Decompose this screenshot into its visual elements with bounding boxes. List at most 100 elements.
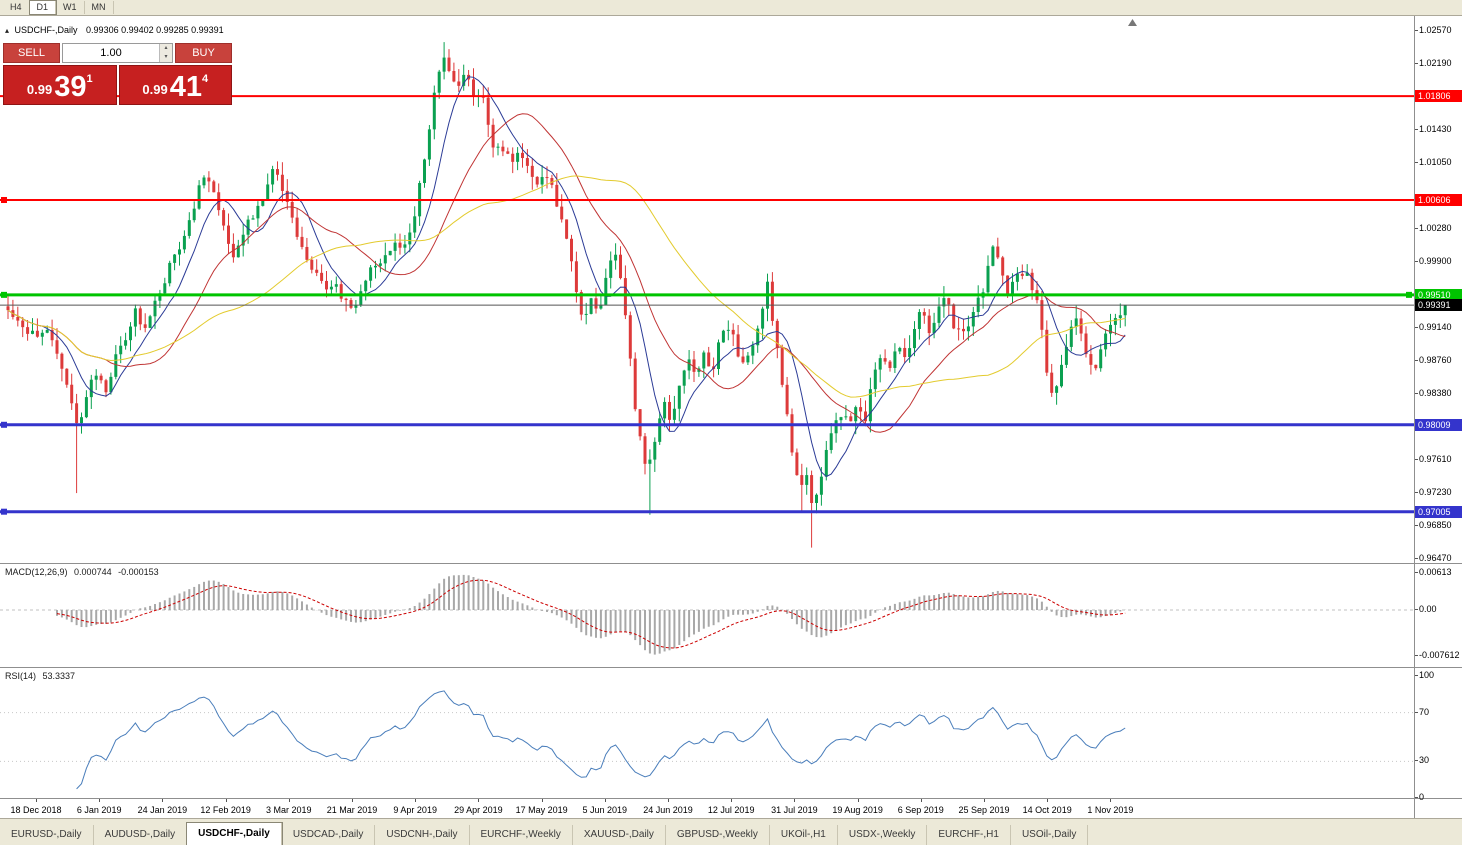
- price-axis-label: 1.01050: [1419, 156, 1452, 167]
- volume-spinner: ▴ ▾: [159, 44, 172, 62]
- date-axis-tick: [984, 799, 985, 802]
- sell-price-prefix: 0.99: [26, 82, 53, 97]
- macd-indicator-panel[interactable]: MACD(12,26,9) 0.000744 -0.000153: [0, 563, 1414, 667]
- macd-title: MACD(12,26,9) 0.000744 -0.000153: [5, 567, 159, 577]
- timeframe-button-h4[interactable]: H4: [3, 1, 30, 14]
- chart-tab-usdxweekly[interactable]: USDX-,Weekly: [838, 825, 928, 845]
- price-axis-tick: [1415, 525, 1418, 527]
- price-axis-label: 1.01430: [1419, 123, 1452, 134]
- volume-down-icon[interactable]: ▾: [160, 53, 172, 62]
- chart-tab-bar: EURUSD-,Daily AUDUSD-,Daily USDCHF-,Daily U…: [0, 818, 1462, 845]
- collapse-chart-icon[interactable]: ▴: [5, 26, 10, 35]
- date-axis-label: 25 Sep 2019: [958, 805, 1010, 815]
- timeframe-button-d1[interactable]: D1: [28, 0, 58, 15]
- sell-button[interactable]: SELL: [3, 43, 60, 63]
- price-axis-label: 0.97610: [1419, 454, 1452, 465]
- rsi-value: 53.3337: [42, 671, 76, 681]
- rsi-plot[interactable]: [0, 668, 1414, 798]
- date-axis-tick: [668, 799, 669, 802]
- chart-tab-eurchfh1[interactable]: EURCHF-,H1: [927, 825, 1011, 845]
- price-axis-label: 0.98380: [1419, 387, 1452, 398]
- buy-price-big-digits: 41: [169, 71, 202, 103]
- chart-tab-gbpusdweekly[interactable]: GBPUSD-,Weekly: [666, 825, 770, 845]
- date-axis-tick: [352, 799, 353, 802]
- chart-tab-eurchfweekly[interactable]: EURCHF-,Weekly: [470, 825, 573, 845]
- price-level-badge: 1.01806: [1415, 90, 1462, 103]
- sell-price-button[interactable]: 0.99 39 1: [3, 65, 117, 105]
- chart-tab-usoildaily[interactable]: USOil-,Daily: [1011, 825, 1089, 845]
- volume-up-icon[interactable]: ▴: [160, 44, 172, 53]
- price-axis-label: 0.96470: [1419, 553, 1452, 563]
- price-axis-tick: [1415, 128, 1418, 130]
- price-axis-tick: [1415, 62, 1418, 64]
- timeframe-toolbar: H4 D1 W1 MN: [0, 0, 1462, 16]
- chart-tab-usdchfdaily[interactable]: USDCHF-,Daily: [186, 822, 283, 845]
- price-axis-label: 1.00280: [1419, 223, 1452, 234]
- price-axis-label: 0.96850: [1419, 520, 1452, 531]
- price-level-badge: 0.99510: [1415, 288, 1462, 301]
- chart-tab-ukoilh1[interactable]: UKOil-,H1: [770, 825, 838, 845]
- price-chart-panel[interactable]: ▴ USDCHF-,Daily 0.99306 0.99402 0.99285 …: [0, 16, 1414, 563]
- date-axis-label: 6 Sep 2019: [897, 805, 944, 815]
- rsi-name: RSI(14): [5, 671, 37, 681]
- price-axis-tick: [1415, 459, 1418, 461]
- chart-tab-usdcnhdaily[interactable]: USDCNH-,Daily: [375, 825, 470, 845]
- macd-main-value: 0.000744: [74, 567, 112, 577]
- buy-price-button[interactable]: 0.99 41 4: [118, 65, 232, 105]
- date-axis-tick: [36, 799, 37, 802]
- date-axis-label: 9 Apr 2019: [393, 805, 437, 815]
- timeframe-button-w1[interactable]: W1: [56, 1, 85, 14]
- rsi-axis-label: 70: [1419, 706, 1430, 717]
- axis-separator: [1415, 563, 1462, 564]
- rsi-axis-label: 100: [1419, 670, 1435, 680]
- price-level-badge: 1.00606: [1415, 193, 1462, 206]
- chart-tab-usdcaddaily[interactable]: USDCAD-,Daily: [282, 825, 376, 845]
- date-axis-label: 24 Jan 2019: [137, 805, 188, 815]
- price-axis-tick: [1415, 359, 1418, 361]
- axis-separator: [1415, 667, 1462, 668]
- chart-tab-xauusddaily[interactable]: XAUUSD-,Daily: [573, 825, 666, 845]
- candlestick-plot[interactable]: [0, 16, 1414, 563]
- volume-value[interactable]: 1.00: [100, 47, 122, 59]
- date-axis-label: 31 Jul 2019: [771, 805, 818, 815]
- date-axis-tick: [794, 799, 796, 802]
- macd-name: MACD(12,26,9): [5, 567, 68, 577]
- date-axis[interactable]: 18 Dec 2018 6 Jan 2019 24 Jan 2019 12 Feb 2…: [0, 798, 1414, 818]
- date-axis-tick: [162, 799, 164, 802]
- chart-tab-audusddaily[interactable]: AUDUSD-,Daily: [94, 825, 188, 845]
- price-axis[interactable]: 1.02570 1.02190 1.01430 1.01050 1.00280 0.999…: [1414, 16, 1462, 818]
- timeframe-button-mn[interactable]: MN: [85, 1, 114, 14]
- macd-axis-tick: [1415, 655, 1418, 657]
- chart-tab-eurusddaily[interactable]: EURUSD-,Daily: [0, 825, 94, 845]
- price-axis-label: 1.02570: [1419, 25, 1452, 35]
- date-axis-tick: [288, 799, 290, 802]
- date-axis-label: 21 Mar 2019: [326, 805, 378, 815]
- rsi-axis-tick: [1415, 760, 1418, 762]
- sell-price-pipette: 1: [86, 73, 93, 85]
- volume-field[interactable]: 1.00 ▴ ▾: [62, 43, 173, 63]
- price-axis-tick: [1415, 261, 1418, 263]
- sell-price-big-digits: 39: [54, 71, 87, 103]
- rsi-axis-tick: [1415, 711, 1418, 713]
- date-axis-label: 6 Jan 2019: [76, 805, 122, 815]
- date-axis-label: 12 Feb 2019: [200, 805, 251, 815]
- date-axis-label: 1 Nov 2019: [1087, 805, 1134, 815]
- price-axis-label: 1.02190: [1419, 57, 1452, 68]
- date-axis-tick: [1047, 799, 1049, 802]
- price-axis-label: 0.99140: [1419, 321, 1452, 332]
- macd-axis-label: -0.007612: [1419, 650, 1460, 661]
- rsi-axis-label: 0: [1419, 792, 1425, 802]
- date-axis-tick: [920, 799, 922, 802]
- buy-button[interactable]: BUY: [175, 43, 232, 63]
- rsi-indicator-panel[interactable]: RSI(14) 53.3337: [0, 667, 1414, 798]
- date-axis-label: 12 Jul 2019: [707, 805, 755, 815]
- chart-title: ▴ USDCHF-,Daily 0.99306 0.99402 0.99285 …: [5, 25, 224, 35]
- buy-price-prefix: 0.99: [142, 82, 168, 97]
- price-axis-tick: [1415, 326, 1418, 328]
- macd-axis-tick: [1415, 571, 1418, 573]
- macd-plot[interactable]: [0, 564, 1414, 667]
- price-axis-tick: [1415, 228, 1418, 230]
- date-axis-tick: [604, 799, 606, 802]
- date-axis-label: 24 Jun 2019: [643, 805, 693, 815]
